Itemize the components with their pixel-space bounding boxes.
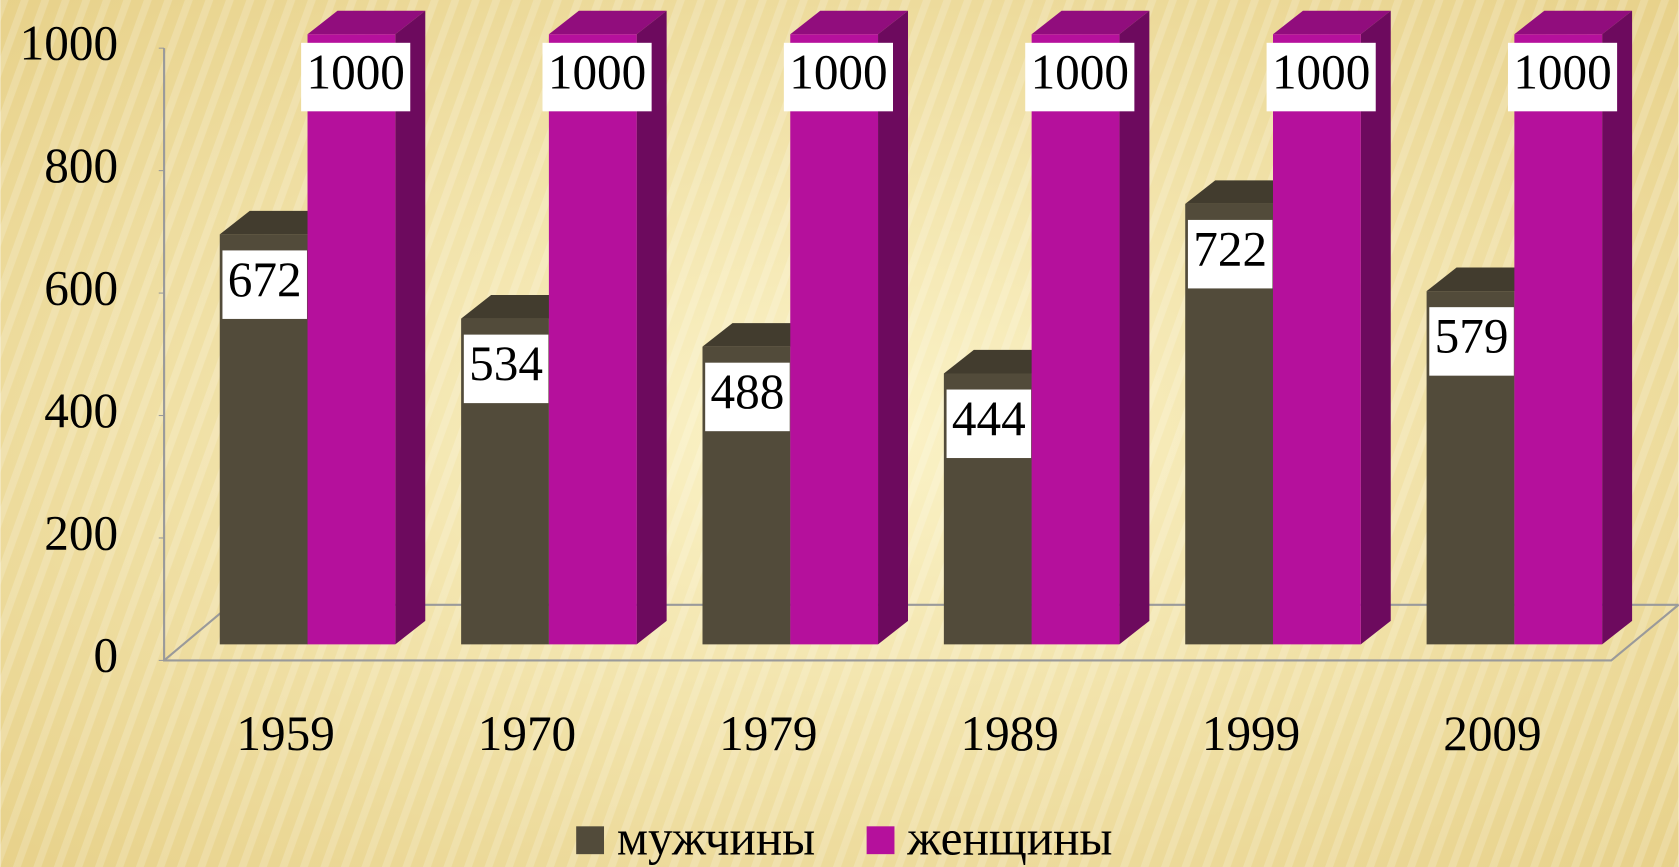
data-label-text: 444: [952, 391, 1026, 446]
y-tick-label: 400: [44, 383, 118, 438]
data-label-box: [1507, 42, 1618, 112]
x-tick-label: 1970: [478, 706, 576, 761]
bar-side: [1119, 10, 1150, 645]
bar-side: [1602, 10, 1633, 645]
data-label: 1000: [301, 42, 411, 112]
x-tick-label: 1999: [1202, 706, 1300, 761]
data-label-box: [301, 42, 411, 112]
data-label-text: 1000: [306, 44, 404, 99]
data-label-text: 1000: [548, 44, 646, 99]
bar-top: [1514, 10, 1633, 35]
data-label-box: [222, 250, 307, 319]
y-tick-label: 0: [93, 628, 118, 683]
data-label-text: 488: [711, 364, 785, 419]
bar-front: [1514, 34, 1603, 645]
bar: [1514, 10, 1633, 645]
data-label-box: [946, 389, 1032, 459]
y-tick-label: 600: [44, 260, 118, 315]
data-label-box: [783, 42, 894, 112]
y-tick-label: 800: [44, 138, 118, 193]
data-label: 1000: [783, 42, 894, 112]
data-label-text: 672: [228, 252, 302, 307]
data-label-box: [1187, 219, 1273, 289]
x-tick-label: 1979: [719, 706, 817, 761]
bar-top: [548, 10, 667, 35]
data-label-text: 579: [1435, 309, 1509, 364]
data-label-box: [1025, 42, 1135, 112]
bar-front: [307, 34, 396, 645]
bar: [548, 10, 667, 645]
data-label-box: [705, 362, 790, 432]
bar-side: [1360, 10, 1391, 645]
data-label-text: 1000: [1513, 44, 1611, 99]
data-label-text: 1000: [789, 44, 887, 99]
bar-top: [1031, 10, 1150, 35]
y-tick-label: 1000: [20, 15, 118, 70]
bar-front: [1273, 34, 1361, 645]
bar-front: [790, 34, 879, 645]
bar-top: [790, 10, 909, 35]
legend-swatch: [576, 826, 605, 855]
bar: [790, 10, 909, 645]
x-tick-label: 1959: [236, 706, 334, 761]
data-label: 534: [463, 334, 549, 404]
data-label-text: 1000: [1031, 44, 1129, 99]
data-label-box: [542, 42, 652, 112]
data-label: 1000: [1025, 42, 1135, 112]
data-label: 672: [222, 250, 307, 319]
legend-label: женщины: [906, 811, 1112, 866]
data-label: 1000: [1507, 42, 1618, 112]
bar: [307, 10, 426, 645]
data-label-text: 1000: [1272, 44, 1370, 99]
bar-front: [1031, 34, 1120, 645]
data-label: 444: [946, 389, 1032, 459]
legend-label: мужчины: [617, 811, 815, 866]
data-label: 579: [1429, 307, 1514, 376]
data-label-text: 722: [1193, 221, 1267, 276]
legend-swatch: [866, 826, 895, 855]
data-label: 722: [1187, 219, 1273, 289]
bar-top: [1273, 10, 1391, 35]
bar-front: [548, 34, 637, 645]
y-tick-label: 200: [44, 505, 118, 560]
bar: [1031, 10, 1150, 645]
data-label: 1000: [1266, 42, 1376, 112]
bar-side: [878, 10, 909, 645]
bar: [1273, 10, 1391, 645]
data-label-box: [1266, 42, 1376, 112]
bar-side: [636, 10, 667, 645]
x-tick-label: 1989: [960, 706, 1058, 761]
data-label-box: [463, 334, 549, 404]
data-label-box: [1429, 307, 1514, 376]
x-tick-label: 2009: [1443, 706, 1541, 761]
data-label-text: 534: [469, 336, 543, 391]
data-label: 488: [705, 362, 790, 432]
data-label: 1000: [542, 42, 652, 112]
bar-top: [307, 10, 426, 35]
bar-side: [395, 10, 426, 645]
